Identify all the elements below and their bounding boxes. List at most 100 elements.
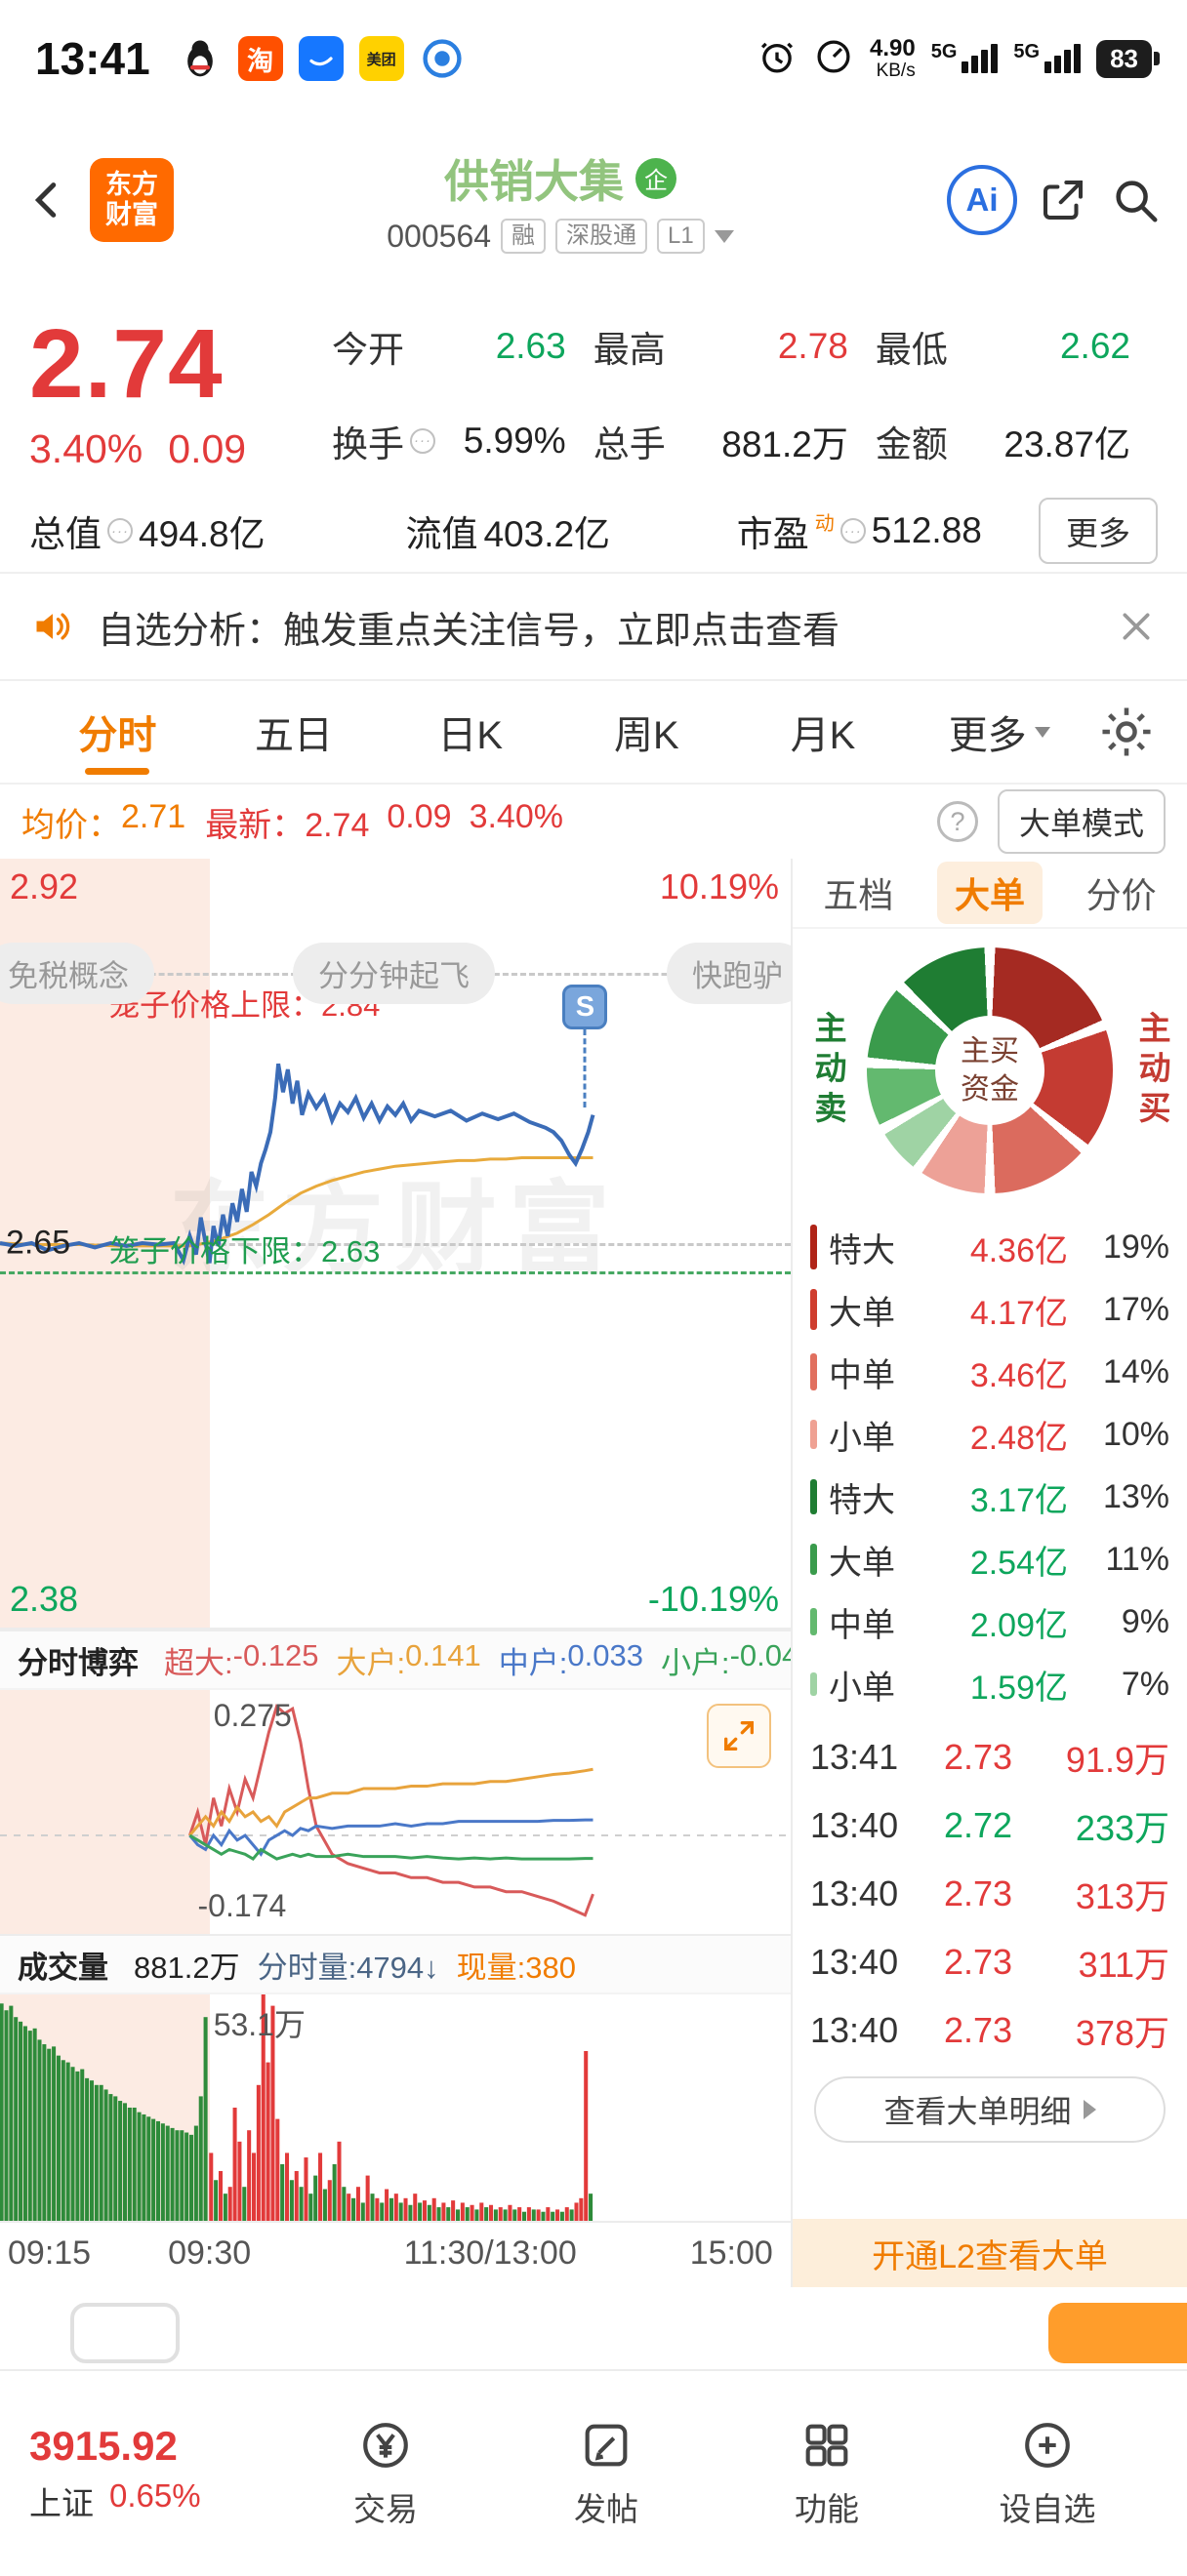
concept-tag[interactable]: 快跑驴 bbox=[667, 943, 791, 1004]
sell-marker-line bbox=[583, 1029, 587, 1108]
latest-price: 最新：2.74 0.09 3.40% bbox=[205, 797, 563, 844]
avg-price: 均价： 2.71 bbox=[21, 797, 186, 844]
time-axis: 09:15 09:30 11:30/13:00 15:00 bbox=[0, 2221, 791, 2287]
flow-row: 中单 2.09亿 9% bbox=[810, 1590, 1169, 1653]
flow-row: 大单 2.54亿 11% bbox=[810, 1528, 1169, 1590]
volume-max-label: 53.1万 bbox=[213, 2007, 306, 2042]
prev-close-price-label: 2.65 bbox=[6, 1224, 71, 1262]
volume-header[interactable]: 成交量 881.2万 分时量:4794↓ 现量:380 bbox=[0, 1934, 791, 1994]
fund-donut-chart: 主买 资金 bbox=[867, 947, 1113, 1193]
stat-float-cap: 流值 403.2亿 bbox=[405, 514, 611, 554]
time-axis-label: 09:30 bbox=[168, 2234, 252, 2272]
trade-row: 13:40 2.73 313万 bbox=[810, 1873, 1169, 1916]
nav-post[interactable]: 发帖 bbox=[496, 2417, 716, 2530]
ai-button[interactable]: Ai bbox=[947, 165, 1017, 235]
yen-icon bbox=[363, 2423, 408, 2468]
auction-session-shade bbox=[0, 1690, 210, 1934]
volume-total: 881.2万 bbox=[134, 1950, 240, 1985]
y-min-label: 2.38 bbox=[10, 1579, 79, 1619]
donut-center-label: 主买 资金 bbox=[935, 1016, 1044, 1125]
tab-big-orders[interactable]: 大单 bbox=[936, 862, 1043, 924]
share-icon[interactable] bbox=[1037, 174, 1089, 226]
alert-banner[interactable]: 自选分析：触发重点关注信号，立即点击查看 bbox=[0, 572, 1187, 681]
volume-chart[interactable]: 53.1万 bbox=[0, 1994, 791, 2221]
bottom-nav: 3915.92 上证 0.65% 交易 发帖 功能 设自选 bbox=[0, 2369, 1187, 2576]
chevron-down-icon[interactable] bbox=[714, 229, 734, 243]
taobao-icon: 淘 bbox=[237, 36, 283, 81]
flow-row: 大单 4.17亿 17% bbox=[810, 1278, 1169, 1341]
tab-daily-k[interactable]: 日K bbox=[437, 714, 504, 757]
price-change: 3.40% 0.09 bbox=[29, 425, 247, 471]
nav-trade[interactable]: 交易 bbox=[275, 2417, 496, 2530]
chart-header: 均价：2.71 最新：2.740.093.40% 大单模式 bbox=[0, 785, 1187, 859]
battery-icon: 83 bbox=[1096, 39, 1152, 78]
concept-tag[interactable]: 免税概念 bbox=[0, 943, 154, 1004]
l2-upsell-banner[interactable]: 开通L2查看大单 bbox=[793, 2219, 1187, 2287]
big-order-panel: 五档 大单 分价 主动卖 主买 资金 主动买 特大 4.36亿 19% 大单 4.17亿… bbox=[793, 859, 1187, 2287]
status-bar: 13:41 淘 美团 4.90 KB/s 5G bbox=[0, 0, 1187, 117]
stock-code: 000564 bbox=[387, 218, 492, 254]
trade-row: 13:40 2.73 311万 bbox=[810, 1942, 1169, 1985]
eastmoney-logo: 东方 财富 bbox=[90, 158, 174, 242]
tab-weekly-k[interactable]: 周K bbox=[614, 714, 679, 757]
signal-icon: 5G bbox=[931, 41, 999, 73]
flow-row: 小单 2.48亿 10% bbox=[810, 1403, 1169, 1466]
pct-max-label: 10.19% bbox=[659, 866, 779, 906]
stock-title-block[interactable]: 供销大集 企 000564 融 深股通 L1 bbox=[193, 146, 927, 255]
active-sell-label: 主动卖 bbox=[810, 1010, 846, 1131]
fund-flow-rows: 特大 4.36亿 19% 大单 4.17亿 17% 中单 3.46亿 14% 小单 2.48亿 10%… bbox=[793, 1212, 1187, 1715]
stat-amount: 金额 23.87亿 bbox=[875, 423, 1130, 464]
index-quote[interactable]: 3915.92 上证 0.65% bbox=[29, 2423, 201, 2521]
expand-icon[interactable] bbox=[707, 1704, 771, 1768]
pencil-icon bbox=[585, 2424, 628, 2467]
view-big-order-detail-button[interactable]: 查看大单明细 bbox=[814, 2076, 1166, 2143]
tab-5day[interactable]: 五日 bbox=[255, 714, 333, 757]
more-button[interactable]: 更多 bbox=[1039, 498, 1158, 564]
help-icon[interactable] bbox=[936, 801, 978, 842]
game-max-label: 0.275 bbox=[213, 1698, 292, 1733]
volume-current: 现量:380 bbox=[456, 1950, 576, 1985]
stat-low: 最低 2.62 bbox=[875, 325, 1130, 370]
big-order-mode-button[interactable]: 大单模式 bbox=[997, 789, 1166, 854]
quote-panel: 2.74 3.40%0.09 今开2.63 最高2.78 最低2.62 换手5.… bbox=[0, 283, 1187, 572]
qq-icon bbox=[178, 36, 223, 81]
concept-tag[interactable]: 分分钟起飞 bbox=[293, 943, 495, 1004]
stat-market-cap: 总值494.8亿 bbox=[29, 504, 401, 557]
back-button[interactable] bbox=[25, 171, 70, 229]
fund-donut-block: 主动卖 主买 资金 主动买 bbox=[793, 929, 1187, 1212]
auction-session-shade bbox=[0, 1994, 210, 2221]
stat-volume: 总手 881.2万 bbox=[593, 423, 848, 464]
close-icon[interactable] bbox=[1117, 607, 1156, 646]
trade-row: 13:40 2.73 378万 bbox=[810, 2010, 1169, 2053]
game-header[interactable]: 分时博弈 超大: -0.125 大户: 0.141 中户: 0.033 小户: -0.0… bbox=[0, 1630, 791, 1690]
connect-badge: 深股通 bbox=[555, 219, 648, 254]
tab-more[interactable]: 更多 bbox=[911, 681, 1087, 783]
flow-row: 特大 3.17亿 13% bbox=[810, 1466, 1169, 1528]
intraday-price-chart[interactable]: 东方财富 笼子价格上限：2.84 笼子价格下限：2.63 免税概念 分分钟起飞 … bbox=[0, 859, 791, 1630]
status-time: 13:41 bbox=[35, 33, 150, 84]
meituan-icon: 美团 bbox=[358, 36, 404, 81]
trade-row: 13:40 2.72 233万 bbox=[810, 1805, 1169, 1848]
settings-gear-icon[interactable] bbox=[1095, 701, 1158, 763]
game-chart[interactable]: 0.275 -0.174 bbox=[0, 1690, 791, 1934]
stat-open: 今开 2.63 bbox=[332, 325, 566, 370]
y-max-label: 2.92 bbox=[10, 866, 79, 906]
stock-name: 供销大集 bbox=[444, 155, 624, 207]
flow-row: 中单 3.46亿 14% bbox=[810, 1341, 1169, 1403]
nav-functions[interactable]: 功能 bbox=[716, 2417, 937, 2530]
search-icon[interactable] bbox=[1109, 174, 1162, 226]
nav-add-watchlist[interactable]: 设自选 bbox=[937, 2417, 1158, 2530]
floating-widget-partial[interactable] bbox=[70, 2303, 180, 2363]
legend-mid: 中户: 0.033 bbox=[498, 1637, 643, 1680]
tab-five-levels[interactable]: 五档 bbox=[823, 875, 894, 915]
signal-icon-2: 5G bbox=[1013, 41, 1082, 73]
tab-price-dist[interactable]: 分价 bbox=[1085, 875, 1157, 915]
info-icon bbox=[410, 427, 435, 454]
tab-monthly-k[interactable]: 月K bbox=[790, 714, 856, 757]
bottom-region: 3915.92 上证 0.65% 交易 发帖 功能 设自选 bbox=[0, 2287, 1187, 2576]
tab-intraday[interactable]: 分时 bbox=[29, 681, 206, 783]
floating-button-partial[interactable] bbox=[1048, 2303, 1187, 2363]
time-axis-label: 15:00 bbox=[689, 2234, 773, 2272]
grid-icon bbox=[805, 2424, 848, 2467]
time-axis-label: 11:30/13:00 bbox=[403, 2234, 577, 2272]
